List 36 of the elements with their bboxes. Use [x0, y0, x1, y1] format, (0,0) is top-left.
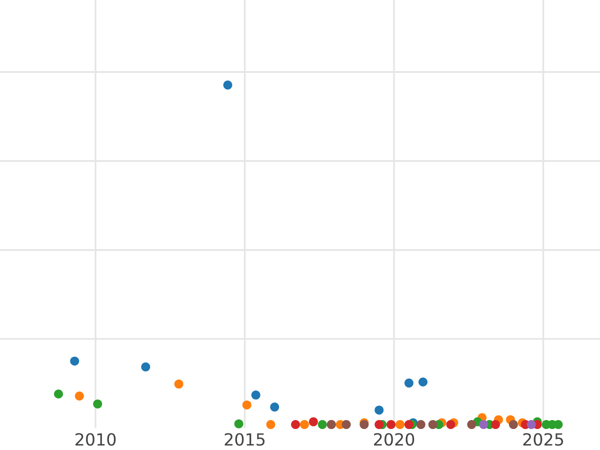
point	[251, 390, 260, 400]
point	[526, 420, 536, 430]
point	[70, 356, 80, 366]
point	[396, 420, 404, 430]
point	[404, 420, 414, 430]
x-tick-label: 2020	[374, 433, 414, 446]
point	[418, 378, 428, 386]
x-tick-label: 2010	[76, 433, 116, 446]
point	[479, 420, 488, 430]
point	[308, 417, 318, 426]
point	[174, 380, 184, 389]
point	[386, 420, 396, 430]
point	[491, 420, 500, 430]
x-tick-label: 2015	[224, 433, 265, 446]
point	[374, 420, 384, 430]
point	[428, 420, 438, 430]
point	[234, 419, 244, 428]
point	[374, 406, 384, 415]
point	[266, 420, 276, 430]
point	[291, 420, 300, 430]
point	[270, 402, 280, 412]
point	[74, 392, 84, 401]
point	[508, 420, 518, 430]
point	[416, 420, 426, 430]
x-tick-label: 2025	[523, 433, 564, 446]
point	[342, 420, 351, 430]
point	[223, 80, 232, 90]
point	[141, 362, 150, 372]
point	[446, 420, 456, 430]
point	[318, 420, 327, 430]
point	[300, 420, 309, 430]
point	[54, 390, 64, 398]
point	[242, 400, 252, 410]
point	[404, 378, 414, 388]
point	[93, 399, 102, 408]
point	[467, 420, 476, 430]
